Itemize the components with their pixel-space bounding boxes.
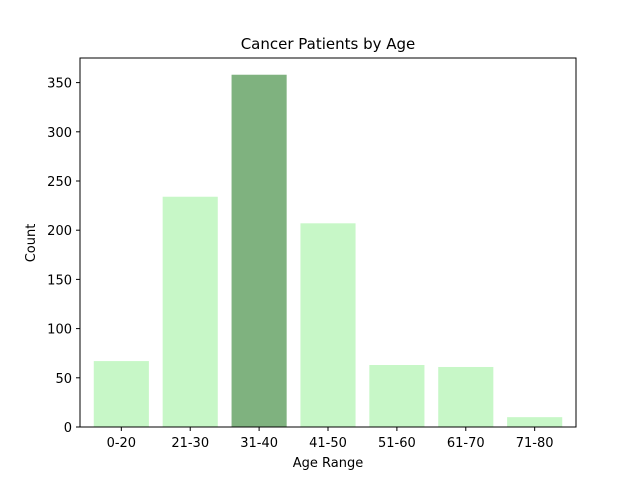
- x-tick-label: 51-60: [378, 436, 416, 451]
- x-tick-label: 0-20: [107, 436, 137, 451]
- y-axis-ticks: 0 50 100 150 200 250 300 350: [47, 77, 80, 436]
- y-tick-label: 0: [64, 421, 72, 436]
- bar-31-40: [231, 74, 287, 427]
- bar-21-30: [162, 196, 218, 427]
- y-tick-label: 300: [47, 126, 72, 141]
- bar-0-20: [93, 361, 149, 427]
- bar-51-60: [369, 365, 425, 427]
- bars-group: [93, 74, 563, 427]
- chart-title: Cancer Patients by Age: [241, 35, 416, 53]
- bar-61-70: [438, 366, 494, 427]
- bar-41-50: [300, 223, 356, 427]
- y-axis-title: Count: [24, 224, 39, 263]
- y-tick-label: 100: [47, 323, 72, 338]
- x-tick-label: 31-40: [240, 436, 278, 451]
- x-tick-label: 71-80: [516, 436, 554, 451]
- y-tick-label: 200: [47, 224, 72, 239]
- y-tick-label: 350: [47, 77, 72, 92]
- x-axis-title: Age Range: [293, 456, 363, 471]
- plot-frame: [79, 57, 577, 428]
- y-tick-label: 50: [55, 372, 72, 387]
- y-tick-label: 150: [47, 273, 72, 288]
- x-tick-label: 41-50: [309, 436, 347, 451]
- x-tick-label: 21-30: [171, 436, 209, 451]
- y-tick-label: 250: [47, 175, 72, 190]
- x-axis-ticks: 0-20 21-30 31-40 41-50 51-60 61-70 71-80: [107, 427, 554, 451]
- bar-71-80: [507, 417, 563, 427]
- x-tick-label: 61-70: [447, 436, 485, 451]
